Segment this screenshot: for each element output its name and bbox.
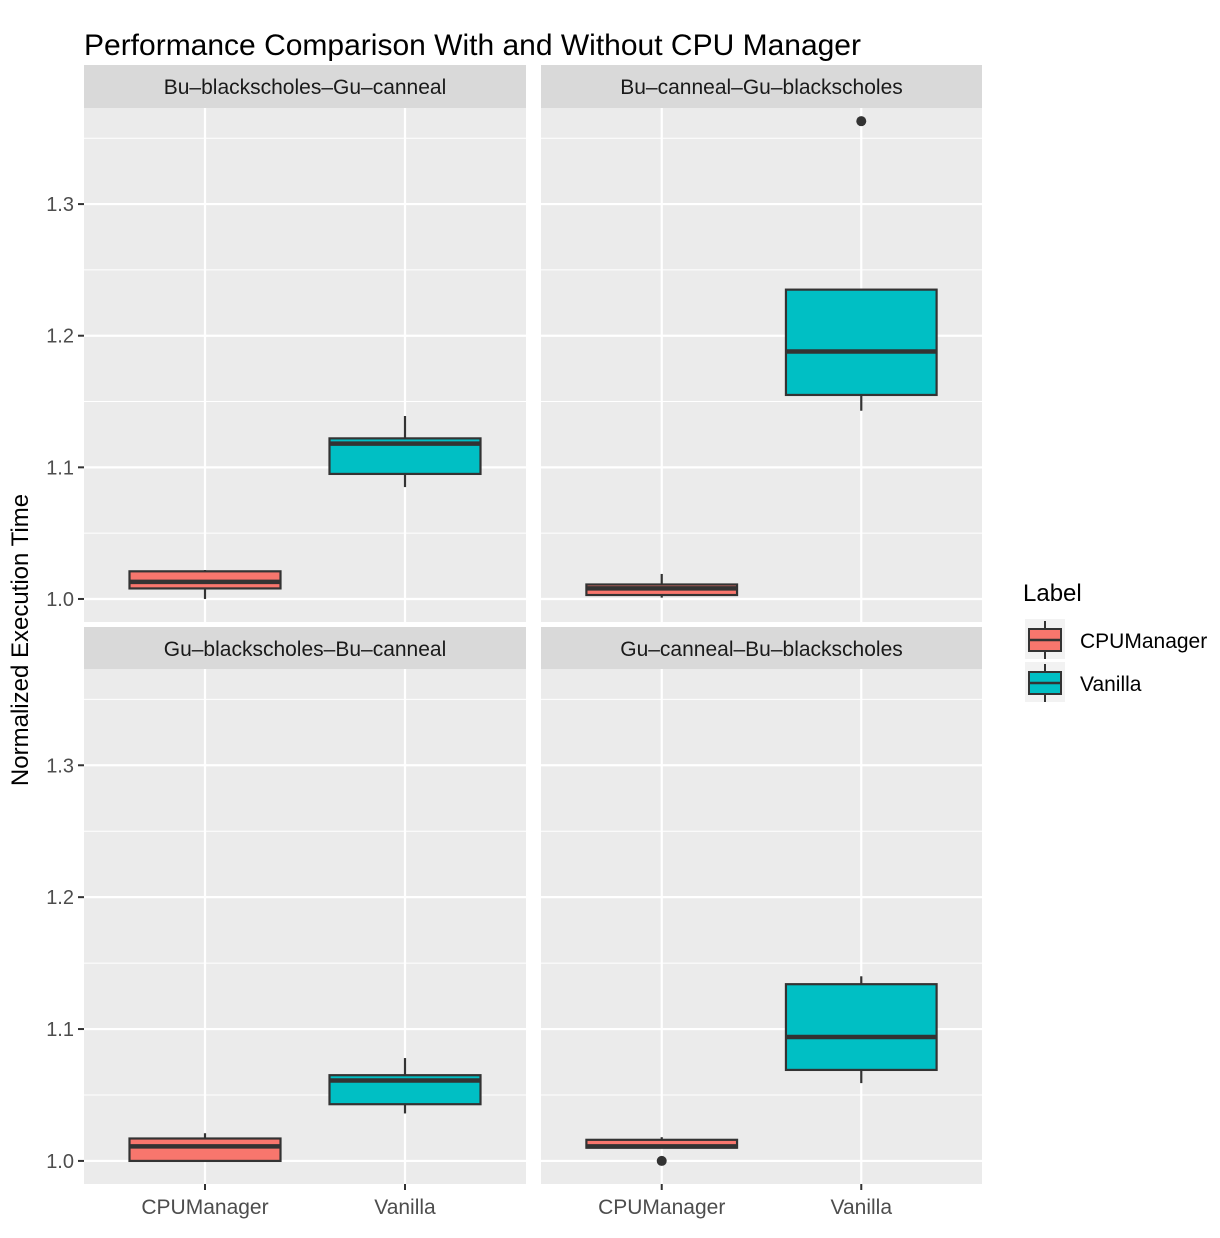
- iqr-box: [128, 1137, 282, 1163]
- y-tick-label: 1.3: [46, 755, 74, 777]
- panel-background: [84, 108, 526, 622]
- y-tick-label: 1.0: [46, 1151, 74, 1173]
- box-cpumanager: [128, 570, 282, 599]
- x-tick-label: Vanilla: [374, 1196, 436, 1219]
- facet-title: Gu–blackscholes–Bu–canneal: [164, 638, 447, 661]
- legend-label: Vanilla: [1080, 673, 1142, 696]
- y-tick-label: 1.3: [46, 194, 74, 216]
- box-cpumanager: [585, 1137, 739, 1166]
- facet-panel: Gu–canneal–Bu–blackscholes CPUManager Vani…: [541, 627, 982, 1219]
- x-tick-label: CPUManager: [598, 1196, 725, 1219]
- facet-title: Bu–canneal–Gu–blackscholes: [620, 76, 903, 99]
- y-axis-label: Normalized Execution Time: [7, 494, 34, 786]
- x-tick-label: Vanilla: [831, 1196, 893, 1219]
- box-vanilla: [784, 116, 938, 411]
- facet-strip: [84, 65, 526, 108]
- legend: Label CPUManager Vanilla: [1023, 580, 1207, 702]
- panel-background: [541, 669, 982, 1184]
- facet-panel: Bu–canneal–Gu–blackscholes: [541, 65, 982, 622]
- box-vanilla: [784, 976, 938, 1084]
- outlier-point: [856, 116, 867, 127]
- x-tick-label: CPUManager: [141, 1196, 268, 1219]
- y-tick-label: 1.1: [46, 1019, 74, 1041]
- facet-panel: Gu–blackscholes–Bu–canneal 1.0 1.1 1.2 1.3 CP…: [46, 627, 526, 1219]
- facet-panel: Bu–blackscholes–Gu–canneal 1.0 1.1 1.2 1.3: [46, 65, 526, 622]
- panel-background: [84, 669, 526, 1184]
- chart-title: Performance Comparison With and Without …: [84, 29, 861, 62]
- facet-strip: [541, 627, 982, 669]
- facet-strip: [84, 627, 526, 669]
- facet-strip: [541, 65, 982, 108]
- box-vanilla: [328, 1058, 482, 1114]
- y-tick-label: 1.2: [46, 326, 74, 348]
- facet-title: Gu–canneal–Bu–blackscholes: [620, 638, 903, 661]
- box-cpumanager: [585, 573, 739, 598]
- y-tick-label: 1.2: [46, 887, 74, 909]
- box-cpumanager: [128, 1133, 282, 1163]
- iqr-box: [784, 983, 938, 1072]
- box-vanilla: [328, 416, 482, 488]
- facet-title: Bu–blackscholes–Gu–canneal: [164, 76, 447, 99]
- iqr-box: [784, 288, 938, 397]
- legend-label: CPUManager: [1080, 630, 1207, 653]
- y-tick-label: 1.0: [46, 589, 74, 611]
- legend-title: Label: [1023, 580, 1082, 607]
- y-tick-label: 1.1: [46, 457, 74, 479]
- outlier-point: [656, 1155, 667, 1166]
